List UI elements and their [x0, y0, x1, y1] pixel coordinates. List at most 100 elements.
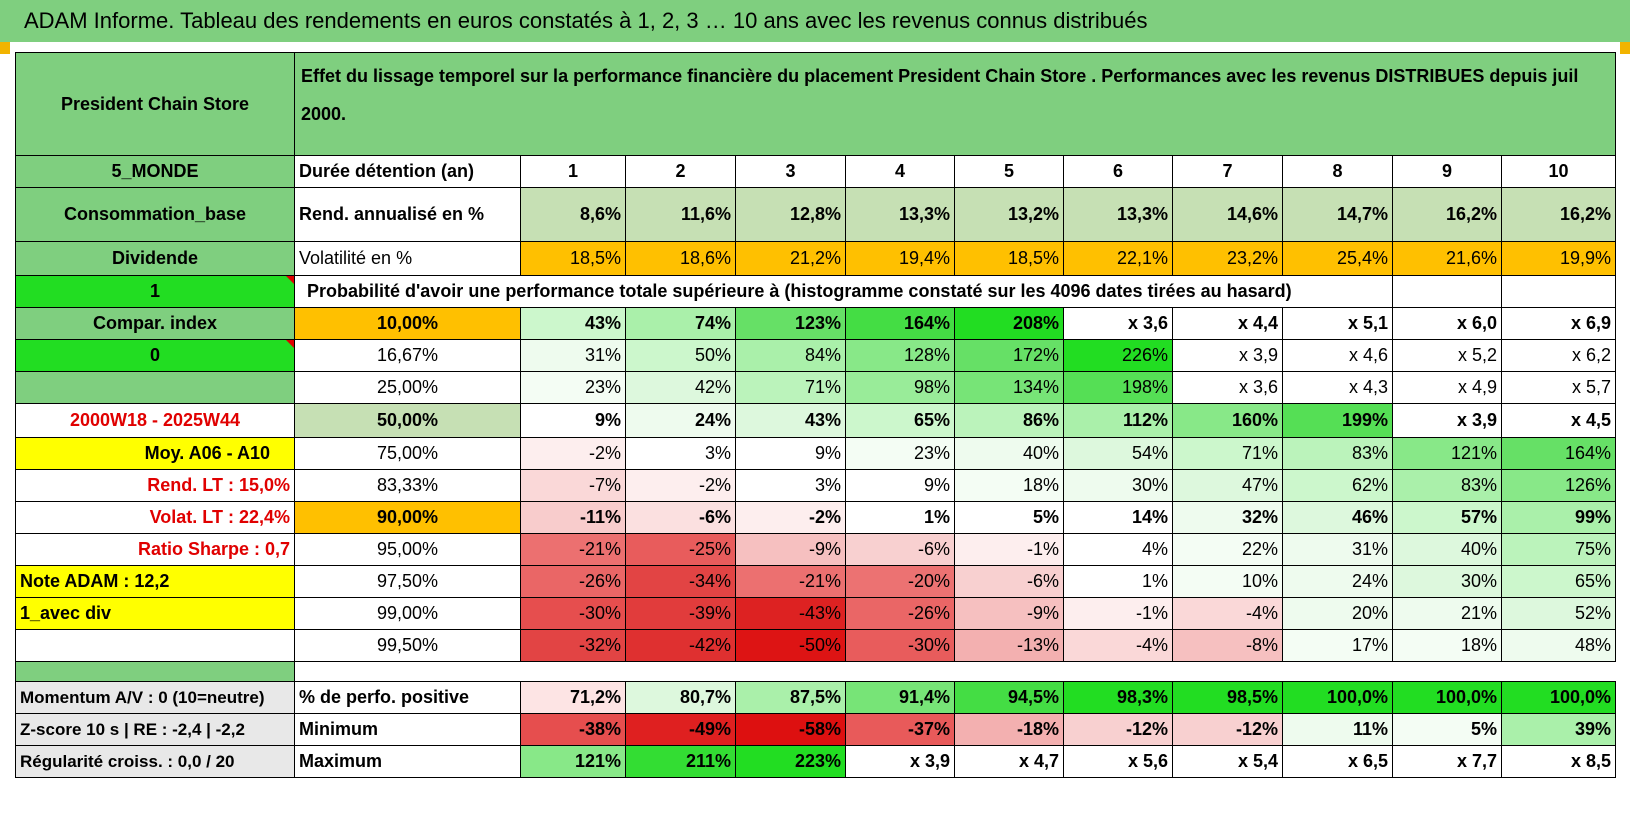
zscore-label: Z-score 10 s | RE : -2,4 | -2,2 [15, 713, 295, 746]
minimum-value-cell: 39% [1501, 713, 1616, 746]
percentile-value-cell: 75% [1501, 533, 1616, 566]
percentile-value-cell: x 4,5 [1501, 403, 1616, 438]
percentile-value-cell: -42% [625, 629, 736, 662]
duration-year-cell: 7 [1172, 155, 1283, 188]
maximum-value-cell: x 7,7 [1392, 745, 1502, 778]
rend-value-cell: 12,8% [735, 187, 846, 242]
percentile-value-cell: -43% [735, 597, 846, 630]
percentile-value-cell: -30% [845, 629, 955, 662]
percentile-value-cell: 3% [735, 469, 846, 502]
percentile-value-cell: 112% [1063, 403, 1173, 438]
rend-value-cell: 16,2% [1501, 187, 1616, 242]
positive-value-cell: 80,7% [625, 681, 736, 714]
maximum-label: Maximum [294, 745, 521, 778]
positive-label: % de perfo. positive [294, 681, 521, 714]
vol-value-cell: 18,5% [954, 241, 1064, 276]
table-description: Effet du lissage temporel sur la perform… [294, 52, 1616, 156]
percentile-value-cell: -9% [735, 533, 846, 566]
minimum-value-cell: -37% [845, 713, 955, 746]
rend-value-cell: 13,3% [845, 187, 955, 242]
percentile-value-cell: x 3,6 [1063, 307, 1173, 340]
percentile-value-cell: 40% [1392, 533, 1502, 566]
flag-zero-cell[interactable]: 0 [15, 339, 295, 372]
positive-value-cell: 98,3% [1063, 681, 1173, 714]
rend-label: Rend. annualisé en % [294, 187, 521, 242]
percentile-value-cell: -26% [520, 565, 626, 598]
percentile-value-cell: x 5,1 [1282, 307, 1393, 340]
percentile-value-cell: 4% [1063, 533, 1173, 566]
percentile-label: 83,33% [294, 469, 521, 502]
vol-value-cell: 19,9% [1501, 241, 1616, 276]
percentile-label: 99,00% [294, 597, 521, 630]
percentile-value-cell: x 4,3 [1282, 371, 1393, 404]
flag-one-cell[interactable]: 1 [15, 275, 295, 308]
maximum-value-cell: 211% [625, 745, 736, 778]
percentile-value-cell: 46% [1282, 501, 1393, 534]
percentile-value-cell: -25% [625, 533, 736, 566]
report-title: ADAM Informe. Tableau des rendements en … [0, 0, 1630, 42]
percentile-label: 16,67% [294, 339, 521, 372]
vol-value-cell: 19,4% [845, 241, 955, 276]
sharpe-ratio: Ratio Sharpe : 0,7 [15, 533, 295, 566]
percentile-value-cell: 9% [520, 403, 626, 438]
maximum-value-cell: x 6,5 [1282, 745, 1393, 778]
maximum-value-cell: x 5,4 [1172, 745, 1283, 778]
percentile-value-cell: 226% [1063, 339, 1173, 372]
corner-marker-right [1620, 42, 1630, 54]
percentile-value-cell: 134% [954, 371, 1064, 404]
percentile-value-cell: 21% [1392, 597, 1502, 630]
duration-year-cell: 9 [1392, 155, 1502, 188]
adam-note: Note ADAM : 12,2 [15, 565, 295, 598]
vol-value-cell: 21,6% [1392, 241, 1502, 276]
percentile-value-cell: -39% [625, 597, 736, 630]
minimum-value-cell: 11% [1282, 713, 1393, 746]
variant-label: 1_avec div [15, 597, 295, 630]
percentile-value-cell: x 3,9 [1392, 403, 1502, 438]
percentile-value-cell: x 6,0 [1392, 307, 1502, 340]
percentile-label: 99,50% [294, 629, 521, 662]
percentile-value-cell: 23% [845, 437, 955, 470]
percentile-value-cell: x 3,9 [1172, 339, 1283, 372]
maximum-value-cell: 121% [520, 745, 626, 778]
long-term-volatility: Volat. LT : 22,4% [15, 501, 295, 534]
percentile-value-cell: -2% [735, 501, 846, 534]
rend-value-cell: 16,2% [1392, 187, 1502, 242]
percentile-value-cell: 14% [1063, 501, 1173, 534]
percentile-value-cell: -7% [520, 469, 626, 502]
percentile-value-cell: 1% [845, 501, 955, 534]
percentile-value-cell: -1% [1063, 597, 1173, 630]
rend-value-cell: 14,7% [1282, 187, 1393, 242]
percentile-value-cell: x 5,7 [1501, 371, 1616, 404]
percentile-value-cell: -6% [954, 565, 1064, 598]
percentile-value-cell: 9% [845, 469, 955, 502]
duration-year-cell: 5 [954, 155, 1064, 188]
percentile-value-cell: 84% [735, 339, 846, 372]
percentile-value-cell: 5% [954, 501, 1064, 534]
percentile-value-cell: 43% [520, 307, 626, 340]
period-label: 2000W18 - 2025W44 [15, 403, 295, 438]
duration-year-cell: 10 [1501, 155, 1616, 188]
positive-value-cell: 100,0% [1501, 681, 1616, 714]
percentile-value-cell: 121% [1392, 437, 1502, 470]
percentile-value-cell: x 4,9 [1392, 371, 1502, 404]
minimum-value-cell: 5% [1392, 713, 1502, 746]
percentile-value-cell: 18% [1392, 629, 1502, 662]
regularity-label: Régularité croiss. : 0,0 / 20 [15, 745, 295, 778]
percentile-value-cell: x 6,9 [1501, 307, 1616, 340]
minimum-value-cell: -12% [1172, 713, 1283, 746]
average-label: Moy. A06 - A10 [15, 437, 295, 470]
percentile-value-cell: 31% [1282, 533, 1393, 566]
percentile-value-cell: 99% [1501, 501, 1616, 534]
vol-value-cell: 23,2% [1172, 241, 1283, 276]
percentile-value-cell: 32% [1172, 501, 1283, 534]
separator-cell [15, 661, 295, 682]
percentile-value-cell: -20% [845, 565, 955, 598]
percentile-value-cell: 24% [1282, 565, 1393, 598]
percentile-value-cell: 22% [1172, 533, 1283, 566]
percentile-value-cell: -34% [625, 565, 736, 598]
maximum-value-cell: x 3,9 [845, 745, 955, 778]
duration-year-cell: 8 [1282, 155, 1393, 188]
maximum-value-cell: 223% [735, 745, 846, 778]
minimum-value-cell: -49% [625, 713, 736, 746]
compar-index-label: Compar. index [15, 307, 295, 340]
